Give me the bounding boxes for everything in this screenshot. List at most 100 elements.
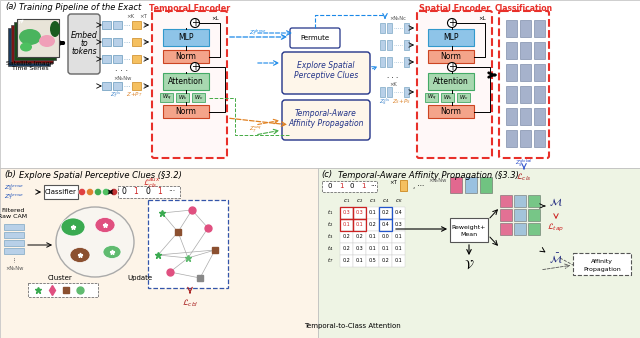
Text: ···: ··· — [371, 184, 378, 190]
Bar — [353, 207, 366, 219]
Text: $t_1$: $t_1$ — [327, 209, 333, 217]
Bar — [163, 73, 209, 90]
Text: Filtered: Filtered — [1, 208, 25, 213]
Text: +: + — [448, 62, 456, 72]
Bar — [132, 82, 141, 90]
Text: 0.1: 0.1 — [395, 235, 403, 240]
Bar — [506, 20, 517, 37]
Text: 1: 1 — [361, 184, 365, 190]
Bar — [506, 42, 517, 59]
Text: $c_3$: $c_3$ — [369, 197, 376, 205]
Bar — [44, 185, 78, 199]
Bar — [322, 181, 377, 192]
Bar — [500, 195, 512, 207]
Text: 0.2: 0.2 — [381, 211, 389, 216]
Ellipse shape — [95, 217, 115, 233]
Bar — [387, 57, 392, 67]
Bar — [465, 177, 477, 193]
Circle shape — [111, 189, 118, 195]
Text: Explore Spatial Perceptive Clues (§3.2): Explore Spatial Perceptive Clues (§3.2) — [19, 170, 182, 179]
Bar — [4, 248, 24, 254]
Text: 0.3: 0.3 — [395, 222, 403, 227]
Circle shape — [95, 189, 102, 195]
Text: +: + — [191, 62, 199, 72]
Bar — [353, 231, 366, 243]
Bar — [17, 19, 59, 57]
Text: Mean: Mean — [460, 232, 477, 237]
Bar — [4, 240, 24, 246]
Text: (b): (b) — [4, 170, 16, 179]
Text: 0.1: 0.1 — [369, 235, 376, 240]
Text: · · ·: · · · — [115, 68, 129, 76]
Text: 0.4: 0.4 — [395, 211, 403, 216]
Bar — [428, 50, 474, 63]
Text: $c_1$: $c_1$ — [343, 197, 350, 205]
Bar — [480, 177, 492, 193]
Circle shape — [86, 189, 93, 195]
Ellipse shape — [61, 218, 85, 236]
Text: 0.1: 0.1 — [369, 211, 376, 216]
Bar — [353, 243, 366, 255]
Bar — [318, 168, 640, 338]
Text: tokens: tokens — [71, 47, 97, 55]
Text: Attention: Attention — [433, 77, 469, 86]
Bar — [387, 23, 392, 33]
Text: $W_q$: $W_q$ — [427, 92, 436, 103]
Bar — [514, 195, 526, 207]
Ellipse shape — [50, 21, 60, 37]
Bar — [404, 23, 409, 33]
Text: 0: 0 — [349, 184, 355, 190]
Text: 0.3: 0.3 — [342, 211, 350, 216]
Bar — [450, 218, 488, 242]
Text: 0.1: 0.1 — [395, 246, 403, 251]
Text: 0.2: 0.2 — [356, 235, 364, 240]
Bar — [379, 255, 392, 267]
Text: 0: 0 — [145, 188, 150, 196]
Bar — [163, 105, 209, 118]
Bar — [340, 219, 353, 231]
Bar — [353, 219, 366, 231]
Text: 0.1: 0.1 — [356, 222, 364, 227]
Text: $Z\!+\!P_T$: $Z\!+\!P_T$ — [125, 91, 143, 99]
Text: Temporal-to-Class Attention: Temporal-to-Class Attention — [303, 323, 401, 329]
Bar — [457, 93, 470, 102]
Bar — [534, 86, 545, 103]
Bar — [102, 38, 111, 46]
Bar — [392, 219, 405, 231]
FancyBboxPatch shape — [499, 11, 549, 158]
Text: 1: 1 — [339, 184, 343, 190]
Text: $\mathcal{M}$: $\mathcal{M}$ — [549, 196, 563, 208]
FancyBboxPatch shape — [68, 14, 100, 74]
Text: 0: 0 — [328, 184, 332, 190]
Text: MLP: MLP — [179, 33, 194, 42]
Bar — [392, 207, 405, 219]
Ellipse shape — [103, 245, 121, 259]
Text: ×L: ×L — [478, 16, 486, 21]
Text: Cluster: Cluster — [47, 275, 72, 281]
Text: 0.1: 0.1 — [381, 246, 389, 251]
Bar — [500, 209, 512, 221]
Text: $Z_S\!+\!P_S$: $Z_S\!+\!P_S$ — [392, 98, 412, 106]
Text: $\mathcal{L}_{tap}$: $\mathcal{L}_{tap}$ — [547, 222, 564, 234]
Bar — [534, 130, 545, 147]
Bar — [450, 177, 462, 193]
Bar — [514, 209, 526, 221]
Bar — [113, 21, 122, 29]
Bar — [379, 219, 392, 231]
Text: 0.3: 0.3 — [356, 211, 364, 216]
Bar — [163, 29, 209, 46]
Text: 0.0: 0.0 — [381, 235, 389, 240]
Text: Explore Spatial: Explore Spatial — [297, 61, 355, 70]
Text: $W_v$: $W_v$ — [459, 93, 468, 102]
Text: ×T: ×T — [139, 15, 147, 20]
Bar — [380, 87, 385, 97]
Bar — [379, 219, 392, 231]
Text: Temporal-Aware: Temporal-Aware — [295, 108, 357, 118]
Bar — [353, 255, 366, 267]
Text: T: T — [18, 20, 22, 25]
Bar — [379, 207, 392, 219]
Bar — [506, 64, 517, 81]
Text: $\mathcal{L}_{cls}^{aux}$: $\mathcal{L}_{cls}^{aux}$ — [143, 176, 161, 190]
Bar — [387, 87, 392, 97]
Bar — [400, 180, 407, 191]
